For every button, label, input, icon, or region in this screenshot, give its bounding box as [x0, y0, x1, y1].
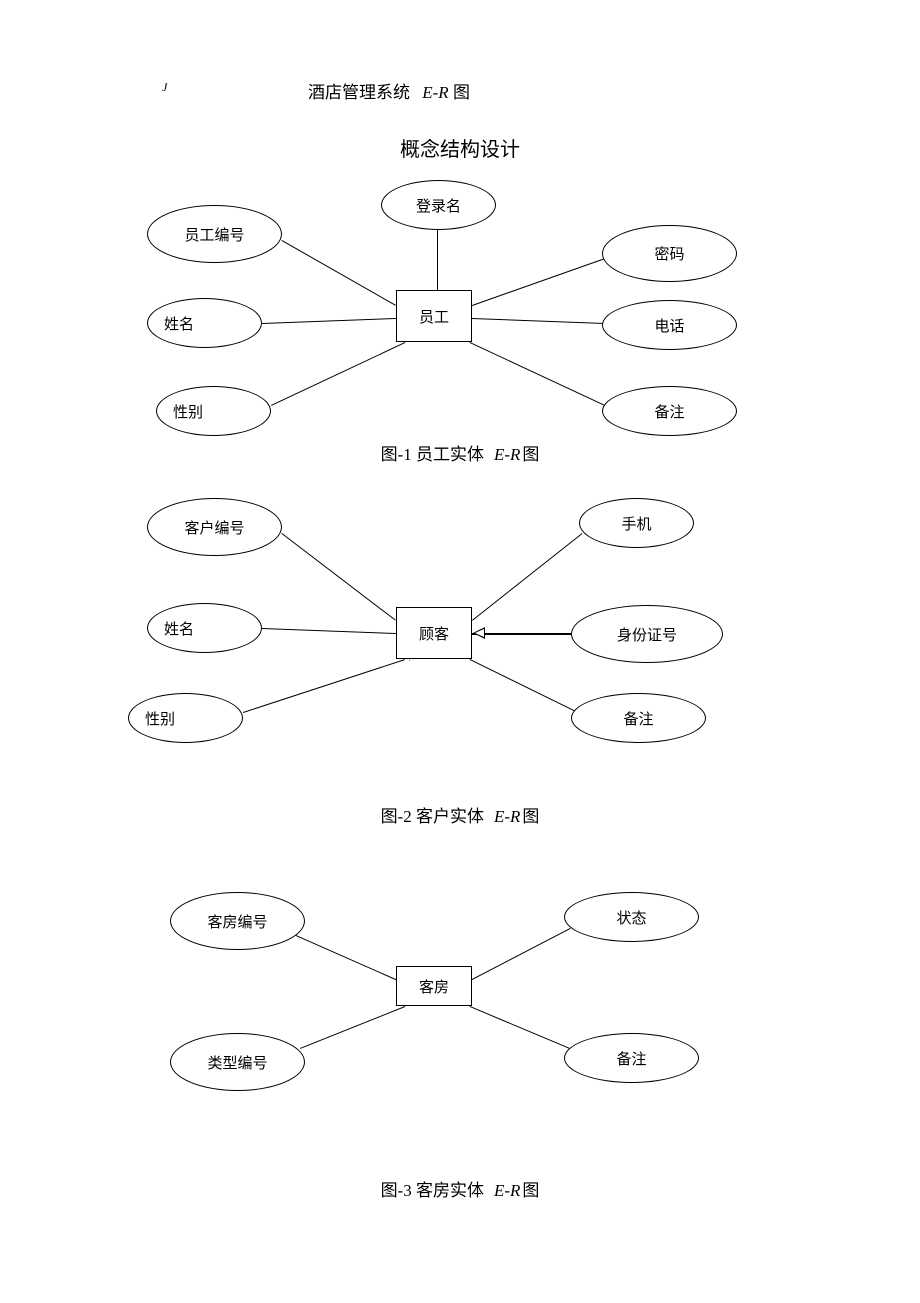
- caption-er: E-R: [494, 1181, 520, 1200]
- caption-main: 图-1 员工实体: [381, 445, 484, 464]
- connector-line: [296, 935, 398, 981]
- connector-line: [437, 230, 438, 290]
- diagram-caption: 图-3 客房实体 E-R图: [0, 1176, 920, 1201]
- caption-suffix: 图: [522, 807, 539, 826]
- connector-line: [470, 659, 578, 713]
- connector-line: [472, 633, 574, 635]
- attribute-ellipse: 姓名: [147, 603, 262, 653]
- attribute-ellipse: 登录名: [381, 180, 496, 230]
- attribute-ellipse: 手机: [579, 498, 694, 548]
- title-main: 酒店管理系统: [308, 83, 410, 102]
- attribute-ellipse: 备注: [571, 693, 706, 743]
- page-title: 酒店管理系统 E-R 图: [308, 78, 470, 103]
- diagram-caption: 图-2 客户实体 E-R图: [0, 802, 920, 827]
- page-marker: J: [162, 80, 167, 95]
- connector-line: [300, 1006, 405, 1049]
- connector-line: [262, 628, 396, 634]
- attribute-ellipse: 备注: [564, 1033, 699, 1083]
- attribute-ellipse: 性别: [128, 693, 243, 743]
- caption-main: 图-2 客户实体: [381, 807, 484, 826]
- caption-main: 图-3 客房实体: [381, 1181, 484, 1200]
- connector-line: [282, 240, 396, 306]
- title-er: E-R: [422, 83, 448, 102]
- attribute-ellipse: 身份证号: [571, 605, 723, 663]
- arrow-head-inner: [475, 629, 484, 637]
- connector-line: [281, 533, 396, 621]
- entity-box: 顾客: [396, 607, 472, 659]
- attribute-ellipse: 备注: [602, 386, 737, 436]
- attribute-ellipse: 状态: [564, 892, 699, 942]
- caption-er: E-R: [494, 807, 520, 826]
- connector-line: [271, 342, 405, 406]
- connector-line: [262, 318, 396, 324]
- entity-box: 客房: [396, 966, 472, 1006]
- connector-line: [470, 342, 605, 406]
- title-suffix: 图: [453, 83, 470, 102]
- connector-line: [472, 533, 583, 621]
- diagram-caption: 图-1 员工实体 E-R图: [0, 440, 920, 465]
- attribute-ellipse: 员工编号: [147, 205, 282, 263]
- attribute-ellipse: 姓名: [147, 298, 262, 348]
- attribute-ellipse: 密码: [602, 225, 737, 282]
- section-title: 概念结构设计: [0, 133, 920, 162]
- connector-line: [243, 659, 405, 713]
- caption-suffix: 图: [522, 445, 539, 464]
- attribute-ellipse: 客户编号: [147, 498, 282, 556]
- attribute-ellipse: 客房编号: [170, 892, 305, 950]
- caption-suffix: 图: [522, 1181, 539, 1200]
- attribute-ellipse: 性别: [156, 386, 271, 436]
- connector-line: [470, 928, 570, 981]
- caption-er: E-R: [494, 445, 520, 464]
- attribute-ellipse: 电话: [602, 300, 737, 350]
- connector-line: [472, 258, 605, 306]
- connector-line: [472, 318, 605, 324]
- attribute-ellipse: 类型编号: [170, 1033, 305, 1091]
- connector-line: [470, 1006, 570, 1049]
- entity-box: 员工: [396, 290, 472, 342]
